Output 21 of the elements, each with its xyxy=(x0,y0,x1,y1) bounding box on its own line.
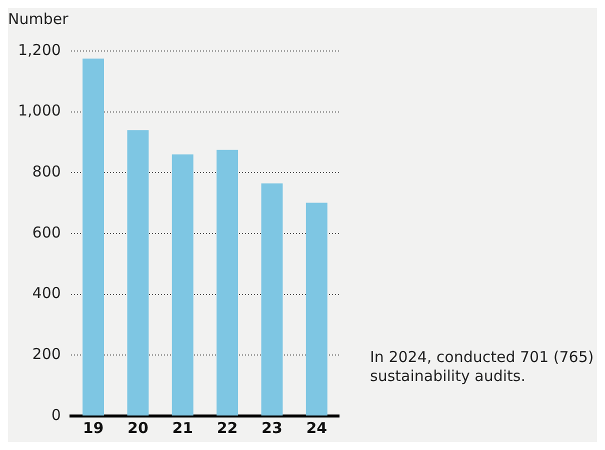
bar xyxy=(306,202,328,416)
bar xyxy=(127,130,149,416)
x-tick-label: 19 xyxy=(82,418,104,437)
x-tick-label: 24 xyxy=(306,418,328,437)
y-tick-label: 800 xyxy=(32,162,61,181)
y-tick-label: 600 xyxy=(32,223,61,242)
y-tick-label: 0 xyxy=(51,406,61,424)
x-tick-label: 20 xyxy=(128,418,148,437)
y-tick-label: 400 xyxy=(32,284,61,302)
x-tick-label: 22 xyxy=(216,418,238,437)
bar xyxy=(216,150,238,416)
bar xyxy=(172,154,194,416)
y-tick-label: 200 xyxy=(32,345,61,364)
y-tick-label: 1,200 xyxy=(18,40,61,59)
x-tick-label: 21 xyxy=(172,418,194,437)
bar xyxy=(82,58,104,416)
y-axis-title: Number xyxy=(8,10,68,28)
x-tick-label: 23 xyxy=(262,418,282,437)
y-tick-label: 1,000 xyxy=(18,102,61,120)
bar xyxy=(261,183,283,416)
text: In 2024, conducted 701 (765) sustainability audits. xyxy=(370,348,595,386)
